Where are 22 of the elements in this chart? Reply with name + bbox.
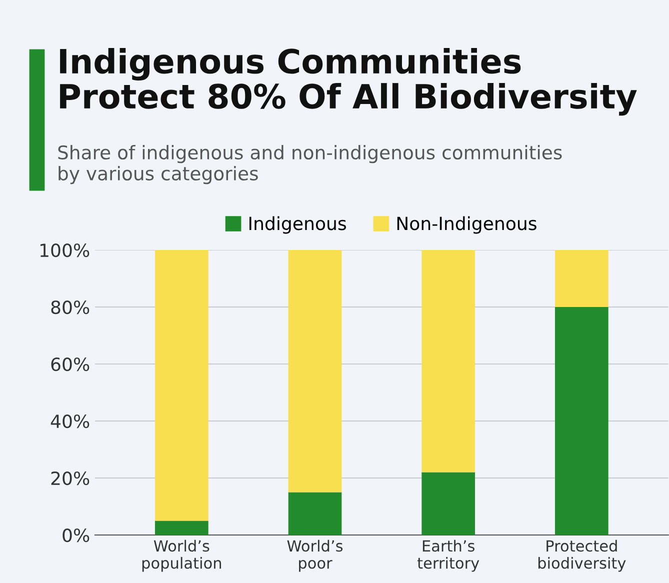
x-tick-label: Earth’s territory	[417, 540, 480, 572]
bar	[155, 250, 208, 521]
y-tick-label: 80%	[51, 300, 90, 314]
legend-label: Indigenous	[249, 216, 346, 234]
bar	[288, 492, 342, 535]
y-tick-label: 0%	[62, 528, 90, 542]
y-tick-label: 40%	[50, 414, 90, 428]
x-tick-label: World’s poor	[287, 540, 343, 572]
bar	[555, 250, 608, 307]
bar	[155, 520, 208, 535]
legend-label: Non-Indigenous	[397, 216, 536, 234]
bar	[288, 250, 342, 492]
x-tick-label: World’s population	[142, 540, 222, 572]
y-tick-label: 20%	[51, 471, 90, 486]
bar	[555, 307, 608, 535]
y-tick-label: 100%	[40, 243, 90, 258]
bar	[422, 250, 475, 472]
chart-title: Indigenous Communities Protect 80% Of All Biodiversity	[60, 48, 637, 116]
y-tick-label: 60%	[51, 357, 90, 372]
chart-subtitle: Share of indigenous and non-indigenous communities by various categories	[58, 145, 562, 184]
bar	[422, 472, 475, 535]
x-tick-label: Protected biodiversity	[538, 540, 626, 572]
